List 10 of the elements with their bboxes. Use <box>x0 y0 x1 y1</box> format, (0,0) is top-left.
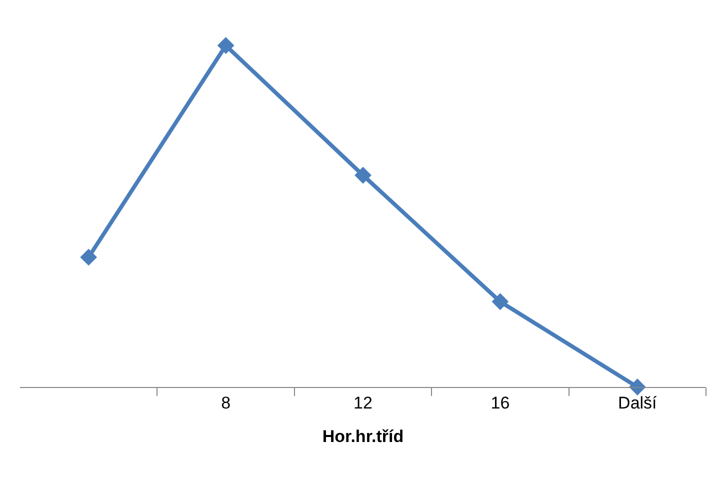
point <box>628 378 646 396</box>
x-tick-label: 12 <box>354 393 372 412</box>
x-axis-title: Hor.hr.tříd <box>322 426 404 446</box>
point <box>354 166 372 184</box>
x-tick-label: 8 <box>221 393 231 412</box>
point <box>80 248 98 266</box>
x-tick-label: 16 <box>490 393 510 412</box>
x-tick-label: Další <box>618 393 658 412</box>
point <box>217 37 234 54</box>
point <box>492 293 509 310</box>
